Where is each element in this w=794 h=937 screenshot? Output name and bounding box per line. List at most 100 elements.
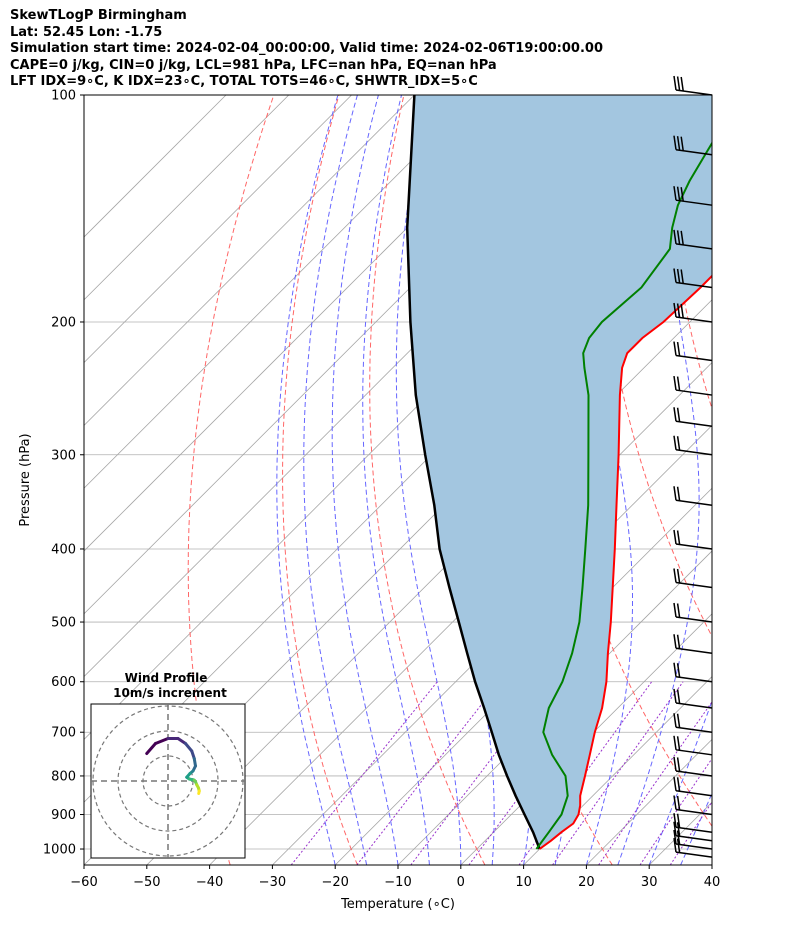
moist-adiabat-line bbox=[395, 95, 462, 865]
dry-adiabat-line bbox=[282, 95, 358, 865]
mixing-ratio-line bbox=[290, 681, 438, 865]
wind-barb bbox=[673, 662, 713, 683]
moist-adiabat-line bbox=[648, 699, 712, 865]
title-times: Simulation start time: 2024-02-04_00:00:… bbox=[10, 41, 603, 56]
wind-barbs bbox=[673, 75, 713, 858]
wind-barb bbox=[673, 568, 713, 589]
hodograph-segment bbox=[197, 789, 201, 795]
moist-adiabat-line bbox=[617, 95, 700, 865]
y-tick-label: 600 bbox=[51, 675, 76, 690]
y-axis-label: Pressure (hPa) bbox=[18, 433, 33, 526]
x-tick-label: −60 bbox=[70, 875, 97, 890]
x-tick-label: 10 bbox=[515, 875, 532, 890]
x-tick-label: 30 bbox=[641, 875, 658, 890]
wind-barb bbox=[673, 302, 713, 323]
hodograph-segment bbox=[154, 737, 170, 745]
x-tick-label: −20 bbox=[321, 875, 348, 890]
title-location: Lat: 52.45 Lon: -1.75 bbox=[10, 24, 163, 40]
isotherm-line bbox=[775, 95, 794, 865]
moist-adiabat-line bbox=[711, 863, 712, 865]
mixing-ratio-line bbox=[669, 801, 712, 865]
dry-adiabat-line bbox=[596, 95, 712, 638]
moist-adiabat-line bbox=[303, 95, 368, 865]
wind-barb bbox=[673, 634, 713, 654]
inset-title-1: Wind Profile bbox=[125, 671, 208, 685]
dewpoint-profile-line bbox=[535, 141, 712, 850]
x-tick-label: −50 bbox=[133, 875, 160, 890]
wind-profile-inset: Wind Profile 10m/s increment bbox=[90, 671, 246, 859]
wind-barb bbox=[673, 821, 713, 842]
isotherm-line bbox=[84, 95, 290, 301]
title-station: SkewTLogP Birmingham bbox=[10, 8, 187, 23]
inset-title-2: 10m/s increment bbox=[113, 686, 227, 700]
axis-ticks: −60 −50 −40 −30 −20 −10 0 10 20 30 40 1000 900 800 700… bbox=[43, 89, 720, 891]
y-tick-label: 900 bbox=[51, 808, 76, 823]
title-indices-1: CAPE=0 j/kg, CIN=0 j/kg, LCL=981 hPa, LF… bbox=[10, 57, 497, 73]
dry-adiabat-line bbox=[187, 95, 275, 865]
isotherm-line bbox=[84, 95, 478, 489]
wind-barb bbox=[673, 486, 713, 506]
y-tick-label: 300 bbox=[51, 448, 76, 463]
dry-adiabat-line bbox=[369, 95, 486, 865]
wind-barb bbox=[673, 735, 713, 756]
x-axis-label: Temperature (∘C) bbox=[340, 897, 455, 912]
title-indices-2: LFT IDX=9∘C, K IDX=23∘C, TOTAL TOTS=46∘C… bbox=[10, 74, 478, 89]
y-tick-label: 1000 bbox=[43, 843, 76, 858]
hodograph-ring bbox=[117, 730, 219, 832]
mixing-ratio-line bbox=[552, 681, 684, 865]
hodograph-segment bbox=[176, 737, 187, 745]
cape-cin-shading bbox=[407, 95, 712, 849]
hodograph-segment bbox=[145, 742, 157, 755]
isotherm-line bbox=[84, 95, 227, 238]
x-tick-label: −40 bbox=[196, 875, 223, 890]
moist-adiabat-line bbox=[331, 95, 399, 865]
wind-barb bbox=[673, 268, 713, 289]
dry-adiabat-line bbox=[729, 95, 794, 865]
wind-barb bbox=[673, 186, 713, 206]
isotherm-line bbox=[272, 424, 712, 865]
wind-barb bbox=[673, 776, 713, 797]
y-tick-label: 500 bbox=[51, 616, 76, 631]
mixing-ratio-line bbox=[639, 757, 712, 865]
wind-barb bbox=[673, 75, 713, 96]
wind-barb bbox=[673, 229, 713, 250]
wind-barb bbox=[673, 795, 713, 816]
wind-barb bbox=[673, 375, 713, 396]
moist-adiabat-line bbox=[743, 95, 794, 865]
y-tick-label: 200 bbox=[51, 315, 76, 330]
moist-adiabat-line bbox=[362, 95, 430, 865]
dry-adiabat-line bbox=[663, 95, 712, 411]
moist-adiabat-line bbox=[276, 95, 339, 865]
y-tick-label: 100 bbox=[51, 89, 76, 104]
parcel-profile-line bbox=[405, 95, 541, 850]
wind-barb bbox=[673, 829, 713, 850]
wind-barb bbox=[673, 529, 713, 550]
isotherm-line bbox=[523, 676, 712, 865]
moist-adiabat-line bbox=[680, 792, 712, 865]
hodograph-segment bbox=[184, 742, 194, 753]
x-tick-label: 40 bbox=[704, 875, 721, 890]
isotherm-line bbox=[334, 487, 712, 865]
wind-barb bbox=[673, 407, 713, 428]
x-tick-label: 0 bbox=[457, 875, 465, 890]
wind-barb bbox=[673, 688, 713, 709]
x-tick-label: −10 bbox=[384, 875, 411, 890]
y-tick-label: 800 bbox=[51, 769, 76, 784]
wind-barb bbox=[673, 135, 713, 156]
x-tick-label: 20 bbox=[578, 875, 595, 890]
y-tick-label: 700 bbox=[51, 726, 76, 741]
wind-barb bbox=[673, 813, 713, 833]
chart-title-block: SkewTLogP Birmingham Lat: 52.45 Lon: -1.… bbox=[10, 8, 603, 91]
isotherm-line bbox=[711, 864, 712, 865]
wind-barb bbox=[673, 838, 713, 858]
wind-barb bbox=[673, 435, 713, 456]
x-tick-label: −30 bbox=[259, 875, 286, 890]
wind-barb bbox=[673, 756, 713, 777]
wind-barb bbox=[673, 713, 713, 733]
y-tick-label: 400 bbox=[51, 542, 76, 557]
wind-barb bbox=[673, 602, 713, 623]
mixing-ratio-line bbox=[598, 701, 712, 865]
isotherm-line bbox=[84, 95, 415, 426]
isotherm-line bbox=[84, 95, 352, 364]
